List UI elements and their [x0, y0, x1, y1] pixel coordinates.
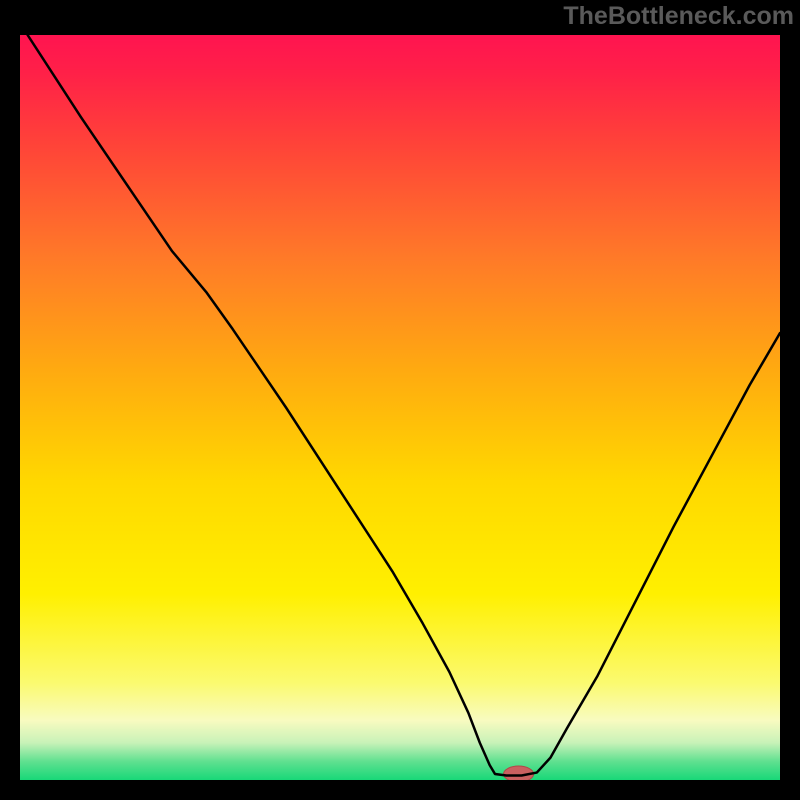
chart-container: TheBottleneck.com — [0, 0, 800, 800]
plot-area — [20, 35, 780, 780]
chart-svg — [20, 35, 780, 780]
gradient-background — [20, 35, 780, 780]
watermark-text: TheBottleneck.com — [563, 2, 794, 31]
